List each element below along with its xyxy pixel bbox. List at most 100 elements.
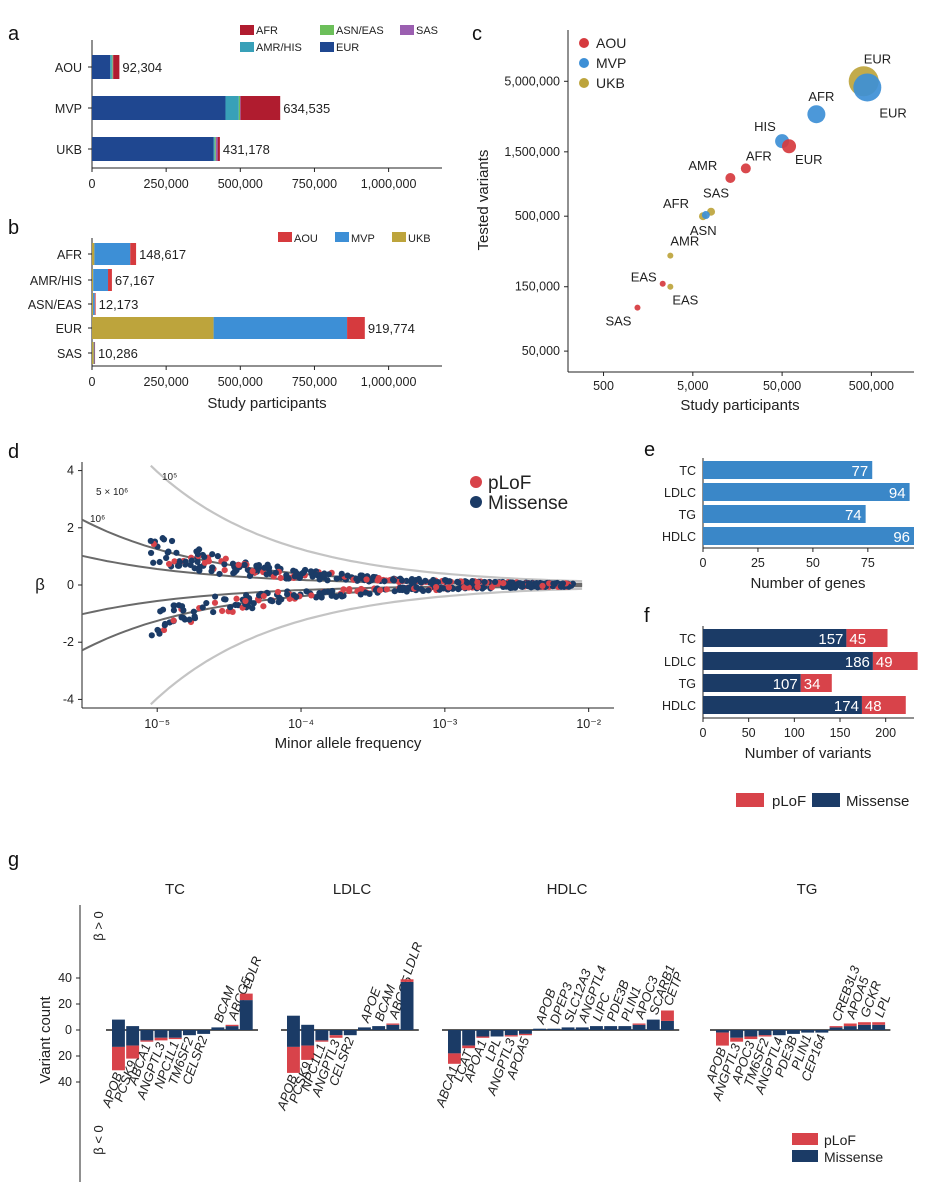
bar-segment-mvp xyxy=(93,342,95,364)
bar-segment-missense xyxy=(329,1030,343,1036)
panel-letter-a: a xyxy=(8,23,20,45)
point-label: EUR xyxy=(864,51,891,66)
scatter-point-missense xyxy=(328,592,335,599)
legend-swatch xyxy=(320,25,334,35)
bar-segment-aou xyxy=(94,293,96,315)
scatter-point-missense xyxy=(190,608,197,615)
scatter-point-plof xyxy=(160,626,168,634)
legend-label: pLoF xyxy=(488,473,531,494)
bar xyxy=(703,461,873,479)
legend-label: pLoF xyxy=(772,793,806,810)
bar-segment-afr xyxy=(240,96,281,120)
bar-segment-missense xyxy=(287,1015,300,1030)
bar-segment-sas xyxy=(215,137,218,161)
legend-label: MVP xyxy=(596,55,626,71)
bar-segment-plof xyxy=(448,1053,461,1064)
bar-value-label: 94 xyxy=(889,485,906,502)
bar-segment-missense xyxy=(716,1030,729,1033)
bar-value-label: 148,617 xyxy=(139,247,186,262)
bar-segment-missense xyxy=(632,1024,646,1030)
scatter-point-missense xyxy=(210,608,217,616)
scatter-point-missense xyxy=(148,632,155,639)
bar xyxy=(703,527,914,545)
tick-label: -2 xyxy=(63,635,74,649)
bar-segment-plof xyxy=(872,1022,886,1025)
legend-label: Missense xyxy=(824,1149,883,1165)
legend-swatch xyxy=(400,25,414,35)
tick-label: 50,000 xyxy=(763,379,801,393)
scatter-point-missense xyxy=(194,558,201,565)
point-label: EAS xyxy=(631,270,657,285)
beta-positive-label: β > 0 xyxy=(91,911,106,941)
bar-segment-mvp xyxy=(94,243,131,265)
bar-segment-missense xyxy=(490,1030,504,1037)
legend-swatch xyxy=(240,42,254,52)
tick-label: 10⁻³ xyxy=(433,717,458,731)
scatter-point-missense xyxy=(434,579,442,586)
category-label: HDLC xyxy=(662,530,696,544)
tick-label: 500,000 xyxy=(218,177,263,191)
scatter-point-missense xyxy=(557,583,564,590)
bar-value-label: 919,774 xyxy=(368,321,415,336)
scatter-point-missense xyxy=(156,558,163,566)
scatter-point-missense xyxy=(303,588,310,595)
bar-segment-plof xyxy=(154,1037,168,1041)
bar-segment-missense xyxy=(400,981,414,1030)
bar-segment-asn_eas xyxy=(111,55,113,79)
panel-letter-d: d xyxy=(8,441,19,463)
bar-segment-plof xyxy=(744,1036,758,1040)
scatter-point-plof xyxy=(376,587,384,594)
scatter-point-plof xyxy=(201,559,209,566)
scatter-point-missense xyxy=(400,584,408,591)
bar-segment-missense xyxy=(858,1024,871,1030)
scatter-point-missense xyxy=(427,579,434,586)
scatter-point-plof xyxy=(461,584,468,591)
scatter-point-missense xyxy=(229,560,237,567)
scatter-point-aou-eur xyxy=(782,139,797,154)
legend-label: SAS xyxy=(416,25,438,37)
scatter-point-missense xyxy=(147,549,155,557)
bar-segment-missense xyxy=(787,1030,800,1034)
scatter-point-missense xyxy=(269,598,276,605)
bar-segment-missense xyxy=(872,1024,886,1030)
scatter-point-missense xyxy=(527,580,534,587)
scatter-point-missense xyxy=(196,566,203,573)
scatter-point-missense xyxy=(455,586,462,593)
bar-value-label: 77 xyxy=(852,463,869,480)
panel-e: e TC 77 LDLC 94 TG 74 HDLC 96 0 25 50 75 Number of ge… xyxy=(644,439,914,592)
scatter-point-missense xyxy=(283,575,290,582)
scatter-point-mvp-eur xyxy=(853,73,882,102)
power-curve xyxy=(150,464,583,583)
bar-value-label: 431,178 xyxy=(223,142,270,157)
scatter-point-missense xyxy=(157,608,164,615)
legend-swatch xyxy=(240,25,254,35)
point-label: EUR xyxy=(879,105,906,120)
scatter-point-missense xyxy=(161,622,168,629)
bar-segment-plof xyxy=(730,1037,744,1042)
bar-segment-missense xyxy=(301,1024,315,1030)
scatter-point-plof xyxy=(233,595,240,602)
tick-label: 20 xyxy=(58,1049,72,1063)
bar-segment-missense xyxy=(815,1030,829,1033)
scatter-point-missense xyxy=(418,586,425,593)
scatter-point-missense xyxy=(168,537,176,545)
scatter-point-missense xyxy=(220,596,228,603)
scatter-point-missense xyxy=(307,568,315,575)
scatter-point-missense xyxy=(324,577,331,584)
scatter-point-plof xyxy=(221,567,228,574)
beta-negative-label: β < 0 xyxy=(91,1125,106,1155)
scatter-point-missense xyxy=(255,592,263,599)
bar-segment-missense xyxy=(703,652,873,670)
bar-segment-plof xyxy=(126,1045,140,1059)
scatter-point-missense xyxy=(227,604,234,611)
bar-segment-ukb xyxy=(92,243,95,265)
bar-segment-missense xyxy=(372,1026,386,1030)
panel-letter-c: c xyxy=(472,23,482,45)
scatter-point-plof xyxy=(474,579,481,586)
legend-label: UKB xyxy=(408,233,431,245)
scatter-point-missense xyxy=(515,580,523,587)
gene-label: LDLR xyxy=(400,940,425,976)
bar-segment-mvp xyxy=(213,317,348,339)
tick-label: 10⁻⁴ xyxy=(288,717,314,731)
tick-label: 25 xyxy=(751,556,765,570)
